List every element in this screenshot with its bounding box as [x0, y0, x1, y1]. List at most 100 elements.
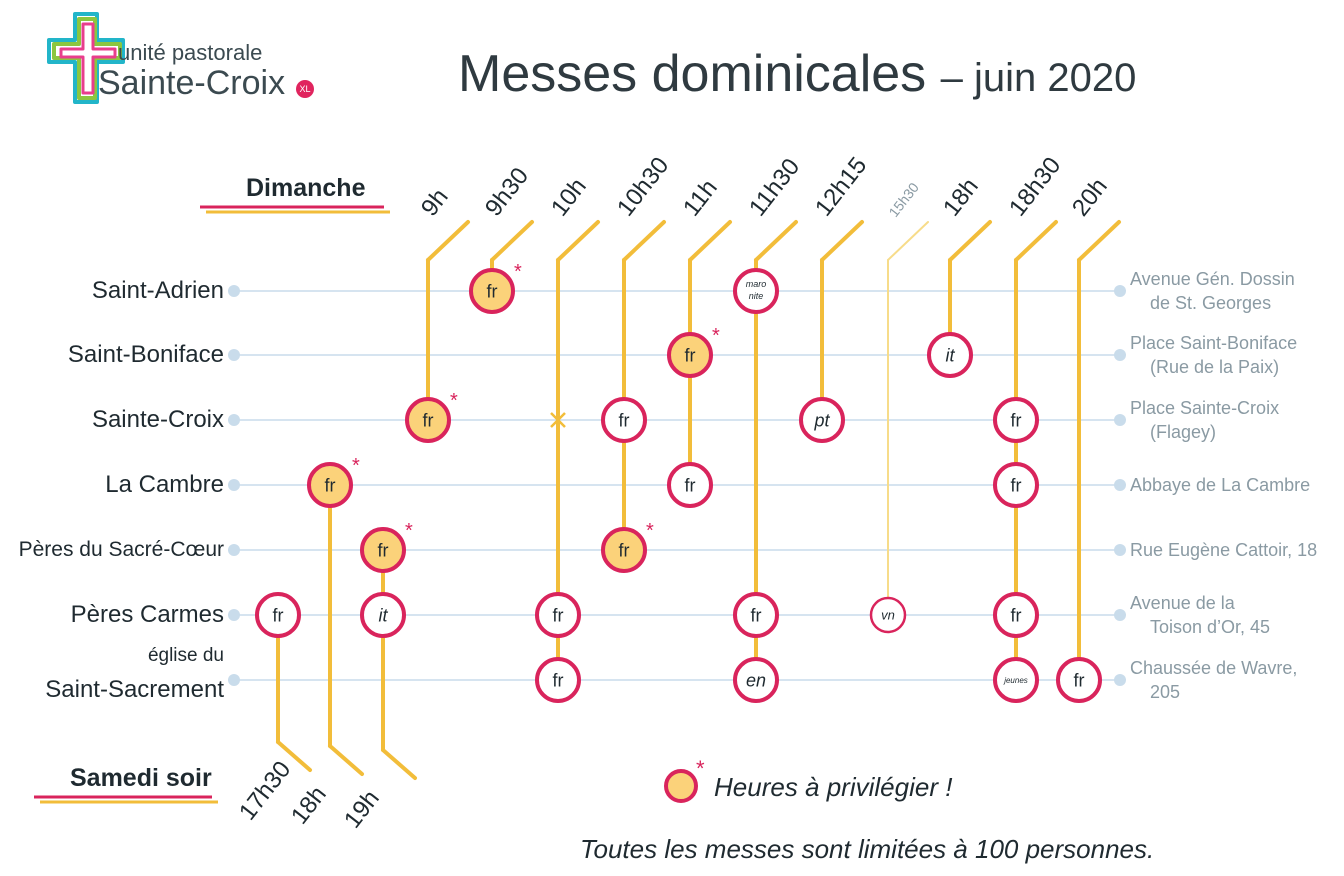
title-main: Messes dominicales	[458, 45, 927, 103]
time-line-diagonal	[622, 220, 666, 262]
mass-label: maro	[746, 279, 767, 289]
mass-marker: fr *	[667, 325, 720, 378]
church-name: La Cambre	[105, 471, 224, 498]
mass-marker-ring	[927, 332, 973, 378]
time-line-diagonal	[490, 220, 534, 262]
church-address-line2: Toison d’Or, 45	[1150, 617, 1271, 637]
logo-badge: XL	[296, 80, 314, 98]
church-address: Place Sainte-Croix	[1130, 398, 1280, 418]
track-end-dot	[1114, 609, 1126, 621]
church-address: Chaussée de Wavre,	[1130, 658, 1298, 678]
track-end-dot	[1114, 544, 1126, 556]
mass-label: vn	[881, 608, 895, 623]
track-start-dot	[228, 544, 240, 556]
mass-marker-ring	[667, 332, 713, 378]
mass-label: fr	[553, 670, 564, 690]
church-address: Abbaye de La Cambre	[1130, 475, 1311, 495]
mass-marker: fr	[1056, 657, 1102, 703]
mass-label: nite	[749, 291, 764, 301]
church-address: Avenue Gén. Dossin	[1130, 269, 1295, 289]
track-start-dot	[228, 414, 240, 426]
mass-marker: jeunes	[993, 657, 1039, 703]
preferred-asterisk: *	[712, 325, 720, 347]
mass-marker-ring	[601, 397, 647, 443]
legend-asterisk: *	[696, 758, 705, 781]
mass-marker-ring	[733, 268, 779, 314]
mass-marker: fr	[667, 462, 713, 508]
mass-marker: fr *	[601, 520, 654, 573]
mass-label: fr	[553, 605, 564, 625]
mass-marker-ring	[993, 462, 1039, 508]
mass-marker: fr *	[405, 390, 458, 443]
church-name-line1: église du	[147, 645, 224, 666]
time-line-diagonal	[556, 220, 600, 262]
mass-marker: fr	[601, 397, 647, 443]
title-suffix: – juin 2020	[940, 56, 1137, 100]
mass-marker: fr	[993, 462, 1039, 508]
mass-label: fr	[685, 345, 696, 365]
mass-marker: fr *	[469, 261, 522, 314]
time-line-diagonal	[948, 220, 992, 262]
church-name-line2: Saint-Sacrement	[45, 676, 224, 703]
track-start-dot	[228, 349, 240, 361]
section-saturday-label: Samedi soir	[70, 764, 212, 792]
mass-marker-ring	[993, 657, 1039, 703]
church-address-line2: (Rue de la Paix)	[1150, 357, 1280, 377]
church-name: Pères du Sacré-Cœur	[18, 538, 224, 561]
preferred-asterisk: *	[450, 390, 458, 412]
mass-marker-ring	[469, 268, 515, 314]
crossing-mark	[550, 412, 566, 428]
time-line-diagonal	[754, 220, 798, 262]
mass-marker-ring	[307, 462, 353, 508]
mass-marker-ring	[535, 592, 581, 638]
preferred-asterisk: *	[646, 520, 654, 542]
church-address-line2: de St. Georges	[1150, 293, 1272, 313]
mass-label: fr	[619, 540, 630, 560]
mass-marker-ring	[255, 592, 301, 638]
church-name: Saint-Boniface	[67, 341, 224, 368]
mass-marker: fr	[255, 592, 301, 638]
mass-label: fr	[487, 281, 498, 301]
preferred-asterisk: *	[514, 261, 522, 283]
logo-subtitle: unité pastorale	[118, 40, 263, 65]
track-end-dot	[1114, 479, 1126, 491]
track-end-dot	[1114, 414, 1126, 426]
church-address-line2: 205	[1150, 682, 1181, 702]
mass-label: fr	[685, 475, 696, 495]
mass-marker: pt	[799, 397, 845, 443]
time-line-diagonal	[1014, 220, 1058, 262]
mass-label: en	[746, 670, 766, 690]
mass-marker-ring	[799, 397, 845, 443]
track-start-dot	[228, 609, 240, 621]
mass-markers: fr fr * fr * it fr * fr * fr fr fr fr * fr * fr maro nite fr…	[255, 261, 1102, 703]
time-line-diagonal	[887, 221, 929, 261]
time-line-diagonal	[328, 744, 364, 776]
logo-name: Sainte-Croix	[98, 64, 286, 102]
mass-marker-ring	[733, 592, 779, 638]
mass-marker-ring	[535, 657, 581, 703]
mass-marker: fr	[535, 657, 581, 703]
mass-label: fr	[1074, 670, 1085, 690]
mass-marker: fr *	[360, 520, 413, 573]
mass-marker-ring	[601, 527, 647, 573]
track-end-dot	[1114, 349, 1126, 361]
church-address: Place Saint-Boniface	[1130, 333, 1298, 353]
church-address: Avenue de la	[1130, 593, 1235, 613]
church-name: Sainte-Croix	[91, 406, 224, 433]
church-address-line2: (Flagey)	[1150, 422, 1217, 442]
mass-label: fr	[325, 475, 336, 495]
mass-label: fr	[273, 605, 284, 625]
mass-label: fr	[423, 410, 434, 430]
mass-label: it	[379, 605, 389, 625]
mass-label: it	[946, 345, 956, 365]
page-title: Messes dominicales – juin 2020	[458, 44, 1136, 104]
track-start-dot	[228, 674, 240, 686]
preferred-asterisk: *	[352, 455, 360, 477]
mass-label: fr	[1011, 605, 1022, 625]
mass-label: fr	[619, 410, 630, 430]
mass-marker-ring	[405, 397, 451, 443]
mass-marker-ring	[993, 397, 1039, 443]
track-start-dot	[228, 479, 240, 491]
mass-marker-ring	[360, 592, 406, 638]
